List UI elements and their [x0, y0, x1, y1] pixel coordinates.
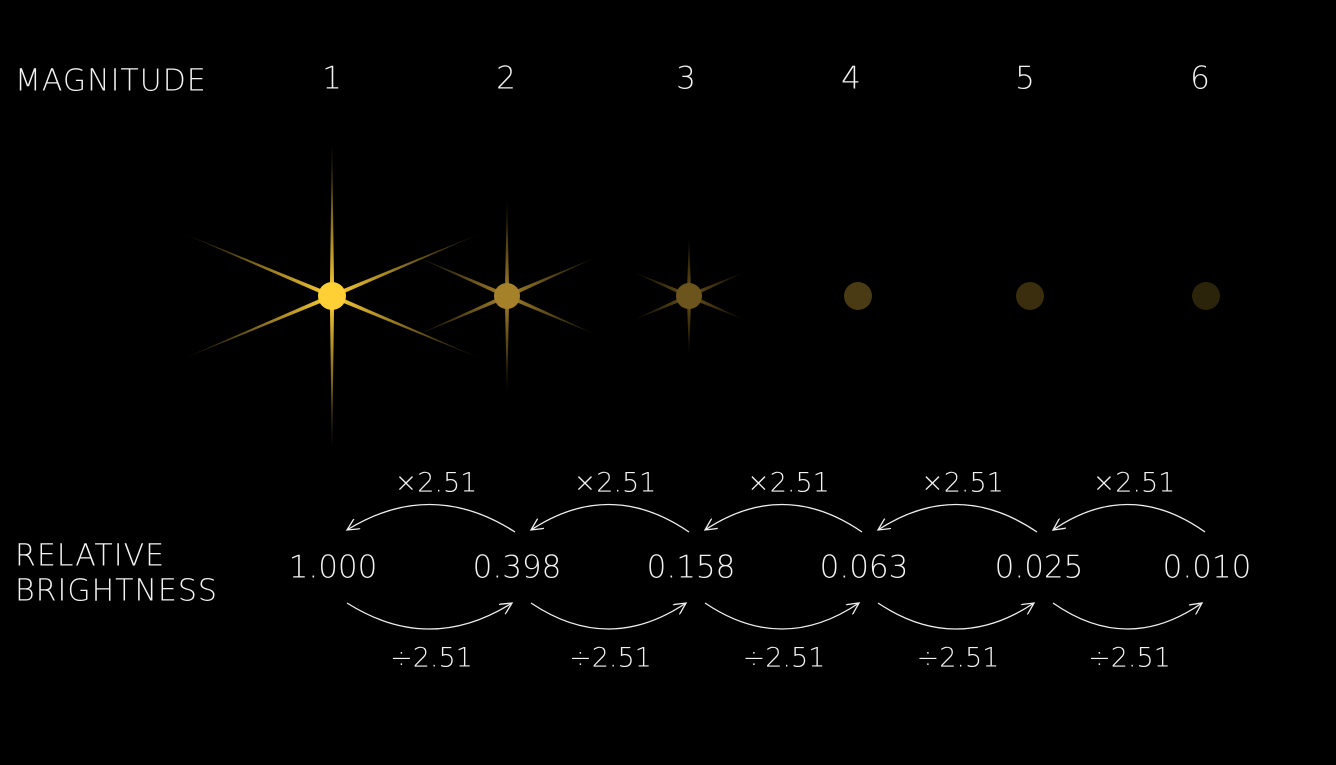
divide-label: ÷2.51 [390, 643, 473, 674]
brightness-value: 0.398 [473, 550, 562, 586]
star-spike [506, 256, 599, 299]
divide-arrow [877, 603, 1034, 630]
divide-label: ÷2.51 [1088, 643, 1171, 674]
magnitude-value: 3 [676, 61, 696, 97]
star-core [844, 282, 872, 310]
star-spike [506, 293, 599, 336]
star-core [1016, 282, 1044, 310]
arrows [346, 503, 1206, 630]
multiply-label: ×2.51 [747, 468, 830, 499]
multiply-arrow [347, 503, 516, 533]
star-spike [331, 293, 484, 360]
divide-label: ÷2.51 [917, 643, 1000, 674]
magnitude-label: MAGNITUDE [15, 64, 207, 99]
star-spike [688, 293, 747, 321]
multiply-arrow [531, 503, 690, 533]
star-spike [686, 296, 692, 358]
divide-arrow [1052, 603, 1202, 630]
magnitude-value: 6 [1190, 61, 1210, 97]
divide-label: ÷2.51 [569, 643, 652, 674]
star-core [676, 283, 702, 309]
star-spike [631, 293, 690, 321]
divide-arrow [346, 603, 512, 630]
star-spike [331, 232, 484, 299]
multiply-arrow [878, 503, 1038, 533]
brightness-label: RELATIVE [15, 539, 165, 574]
multiply-label: ×2.51 [395, 468, 478, 499]
multiply-arrow [1053, 503, 1206, 533]
magnitude-value: 1 [322, 61, 342, 97]
star-spike [686, 234, 692, 296]
stars [180, 136, 1220, 456]
divide-arrow [530, 603, 686, 630]
star-spike [631, 271, 690, 299]
brightness-value: 0.025 [995, 550, 1084, 586]
multiply-label: ×2.51 [574, 468, 657, 499]
magnitude-value: 5 [1015, 61, 1035, 97]
multiply-label: ×2.51 [1093, 468, 1176, 499]
star-spike [415, 256, 508, 299]
star-spike [180, 232, 333, 299]
star-core [318, 282, 346, 310]
multiply-label: ×2.51 [921, 468, 1004, 499]
brightness-value: 0.158 [647, 550, 736, 586]
brightness-value: 0.010 [1163, 550, 1252, 586]
star-spike [180, 293, 333, 360]
divide-arrow [704, 603, 859, 630]
divide-label: ÷2.51 [743, 643, 826, 674]
brightness-value: 1.000 [289, 550, 378, 586]
star-spike [504, 296, 510, 399]
star-spike [329, 296, 335, 456]
brightness-label: BRIGHTNESS [15, 574, 218, 609]
star-core [494, 283, 520, 309]
magnitude-value: 2 [496, 61, 516, 97]
brightness-value: 0.063 [820, 550, 909, 586]
star-spike [329, 136, 335, 296]
magnitude-value: 4 [841, 61, 861, 97]
star-spike [504, 193, 510, 296]
star-core [1192, 282, 1220, 310]
multiply-arrow [705, 503, 863, 533]
star-spike [415, 293, 508, 336]
star-spike [688, 271, 747, 299]
